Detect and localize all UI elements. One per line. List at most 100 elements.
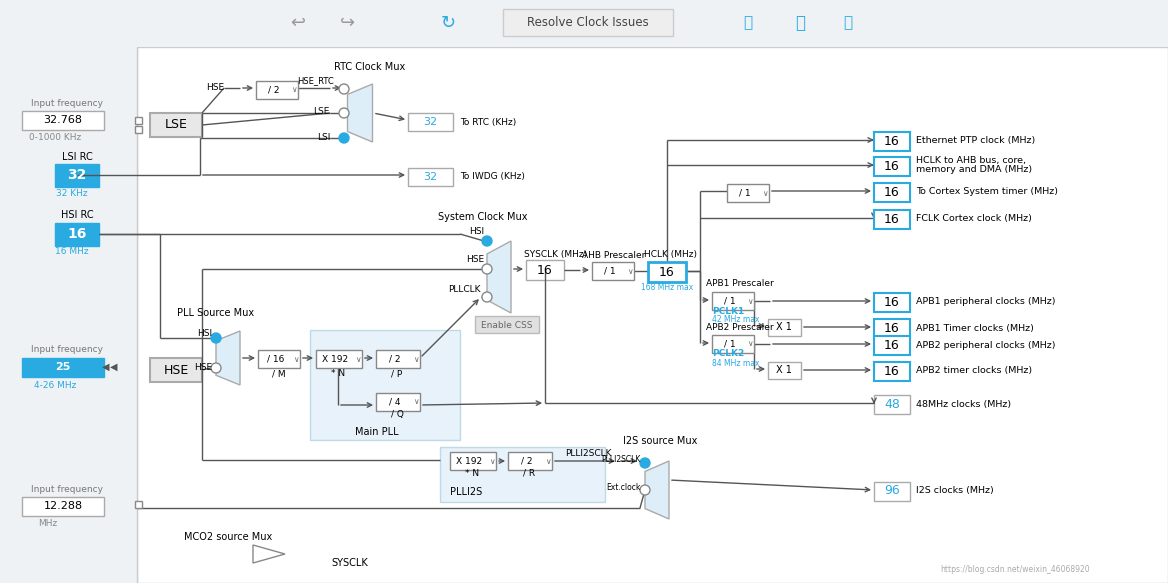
Text: LSE: LSE — [165, 118, 187, 132]
Bar — [874, 336, 910, 355]
Text: MCO2 source Mux: MCO2 source Mux — [183, 532, 272, 542]
Bar — [712, 335, 755, 353]
Text: ↪: ↪ — [340, 14, 355, 32]
Text: X 1: X 1 — [776, 365, 792, 375]
Text: * N: * N — [465, 469, 479, 477]
Bar — [874, 183, 910, 202]
Text: ⛶: ⛶ — [795, 14, 805, 32]
Bar — [450, 452, 496, 470]
Text: X 192: X 192 — [322, 354, 348, 363]
Text: 🔍: 🔍 — [744, 16, 752, 30]
Polygon shape — [216, 331, 239, 385]
Text: ∨: ∨ — [489, 456, 495, 465]
Text: 16: 16 — [68, 227, 86, 241]
Text: HSE: HSE — [466, 255, 484, 265]
Text: To RTC (KHz): To RTC (KHz) — [460, 118, 516, 127]
Bar — [648, 262, 686, 282]
Text: 32: 32 — [423, 172, 437, 182]
Text: SYSCLK: SYSCLK — [332, 558, 368, 568]
Text: PCLK1: PCLK1 — [712, 307, 744, 315]
Circle shape — [211, 333, 221, 343]
Text: / 1: / 1 — [724, 339, 736, 349]
Text: ↻: ↻ — [440, 14, 456, 32]
Bar — [22, 358, 104, 377]
Bar — [408, 168, 453, 186]
Circle shape — [482, 292, 492, 302]
Text: 16: 16 — [884, 160, 899, 173]
Text: MHz: MHz — [39, 518, 57, 528]
Text: Input frequency: Input frequency — [32, 99, 103, 107]
Text: HCLK (MHz): HCLK (MHz) — [645, 251, 697, 259]
Circle shape — [339, 108, 349, 118]
Text: To IWDG (KHz): To IWDG (KHz) — [460, 173, 524, 181]
Text: ◀: ◀ — [110, 362, 118, 372]
Text: LSI RC: LSI RC — [62, 152, 92, 162]
Circle shape — [211, 363, 221, 373]
Polygon shape — [253, 545, 285, 563]
Bar — [22, 497, 104, 516]
Text: 16: 16 — [884, 135, 899, 148]
Bar — [874, 293, 910, 312]
Text: I2S clocks (MHz): I2S clocks (MHz) — [916, 486, 994, 496]
Bar — [150, 113, 202, 137]
Text: 0-1000 KHz: 0-1000 KHz — [29, 132, 81, 142]
Text: PLLI2S: PLLI2S — [450, 487, 482, 497]
Polygon shape — [487, 241, 512, 313]
Text: https://blog.csdn.net/weixin_46068920: https://blog.csdn.net/weixin_46068920 — [940, 566, 1090, 574]
Text: / 2: / 2 — [267, 86, 279, 94]
Bar — [503, 9, 673, 36]
Bar — [526, 260, 564, 280]
Bar — [376, 393, 420, 411]
Bar — [55, 164, 99, 187]
Bar — [135, 126, 142, 133]
Text: PLL Source Mux: PLL Source Mux — [178, 308, 255, 318]
Bar — [508, 452, 552, 470]
Bar — [440, 447, 605, 502]
Text: / 1: / 1 — [724, 297, 736, 305]
Text: / P: / P — [391, 370, 403, 378]
Text: ∨: ∨ — [413, 354, 419, 363]
Text: ∨: ∨ — [413, 398, 419, 406]
Text: Ext.clock: Ext.clock — [606, 483, 641, 493]
Text: X 192: X 192 — [457, 456, 482, 465]
Text: AHB Prescaler: AHB Prescaler — [583, 251, 646, 259]
Text: ∨: ∨ — [293, 354, 299, 363]
Text: 16 MHz: 16 MHz — [55, 247, 89, 255]
Bar — [726, 184, 769, 202]
Bar — [317, 350, 362, 368]
Text: HSI RC: HSI RC — [61, 210, 93, 220]
Text: LSI: LSI — [317, 132, 331, 142]
Text: 25: 25 — [55, 362, 71, 372]
Circle shape — [482, 264, 492, 274]
Text: APB2 timer clocks (MHz): APB2 timer clocks (MHz) — [916, 367, 1033, 375]
Text: 48MHz clocks (MHz): 48MHz clocks (MHz) — [916, 399, 1011, 409]
Text: I2S source Mux: I2S source Mux — [623, 436, 697, 446]
Text: 16: 16 — [884, 296, 899, 309]
Text: LSE: LSE — [314, 107, 331, 117]
Text: ∨: ∨ — [748, 297, 753, 305]
Text: / 2: / 2 — [521, 456, 533, 465]
Text: HSE: HSE — [164, 363, 188, 377]
Text: memory and DMA (MHz): memory and DMA (MHz) — [916, 166, 1033, 174]
Text: 96: 96 — [884, 484, 899, 497]
Text: 42 MHz max: 42 MHz max — [712, 315, 759, 325]
Circle shape — [640, 485, 651, 495]
Bar — [769, 362, 801, 379]
Text: ∨: ∨ — [291, 86, 297, 94]
Bar — [874, 362, 910, 381]
Text: 168 MHz max: 168 MHz max — [641, 283, 693, 292]
Text: / 4: / 4 — [389, 398, 401, 406]
Text: 16: 16 — [884, 186, 899, 199]
Bar — [135, 501, 142, 508]
Text: Input frequency: Input frequency — [32, 484, 103, 493]
Text: * N: * N — [331, 370, 345, 378]
Bar — [150, 358, 202, 382]
Text: APB2 peripheral clocks (MHz): APB2 peripheral clocks (MHz) — [916, 340, 1056, 349]
Bar — [22, 111, 104, 130]
Polygon shape — [348, 84, 373, 142]
Text: 16: 16 — [884, 322, 899, 335]
Text: ◀: ◀ — [103, 362, 110, 372]
Text: Input frequency: Input frequency — [32, 346, 103, 354]
Text: APB1 Prescaler: APB1 Prescaler — [707, 279, 774, 287]
Bar — [874, 319, 910, 338]
